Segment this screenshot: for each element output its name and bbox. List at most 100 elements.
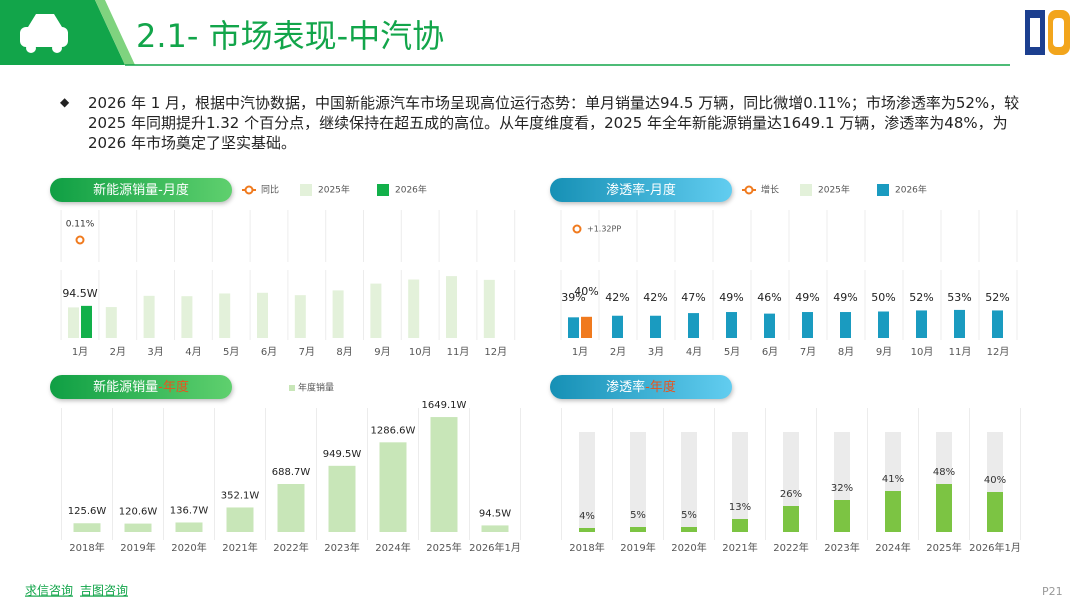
x-tick-label: 2021年 — [722, 541, 757, 554]
footer-link[interactable]: 吉图咨询 — [80, 583, 128, 598]
value-label: 40% — [574, 285, 598, 298]
bar — [732, 519, 748, 532]
value-label: 0.11% — [66, 220, 95, 230]
bar — [277, 483, 305, 532]
x-tick-label: 7月 — [800, 346, 816, 358]
value-label: 48% — [933, 467, 955, 478]
value-label: 49% — [719, 291, 743, 304]
value-label: 94.5W — [62, 287, 97, 300]
bar — [226, 507, 254, 532]
bar — [726, 312, 737, 338]
bar — [612, 315, 623, 338]
value-label: 94.5W — [479, 508, 511, 519]
annotation: +1.32PP — [587, 225, 621, 234]
car-icon — [20, 14, 68, 53]
legend-label: 2026年 — [395, 184, 427, 196]
x-tick-label: 2月 — [110, 346, 126, 358]
bar — [630, 527, 646, 532]
x-tick-label: 9月 — [374, 346, 390, 358]
value-label: 53% — [947, 291, 971, 304]
bar — [294, 295, 306, 338]
summary: 2026 年 1 月，根据中汽协数据，中国新能源汽车市场呈现高位运行态势：单月销… — [88, 94, 1020, 152]
value-label: 50% — [871, 291, 895, 304]
x-tick-label: 2026年1月 — [469, 541, 521, 554]
x-tick-label: 2021年 — [222, 541, 257, 554]
panel-title-text: 渗透率-月度 — [606, 182, 676, 198]
bar — [73, 523, 101, 532]
value-label: 13% — [729, 502, 751, 513]
value-label: 47% — [681, 291, 705, 304]
bar — [124, 523, 152, 532]
panel-title-text: 渗透率 — [606, 379, 645, 395]
x-tick-label: 1月 — [72, 346, 88, 358]
bar — [783, 506, 799, 532]
x-tick-label: 1月 — [572, 346, 588, 358]
x-tick-label: 4月 — [185, 346, 201, 358]
value-label: 949.5W — [323, 449, 362, 460]
x-tick-label: 2022年 — [273, 541, 308, 554]
x-tick-label: 2023年 — [824, 541, 859, 554]
bar — [446, 276, 457, 338]
bar — [483, 279, 495, 338]
value-label: 39% — [561, 291, 585, 304]
legend-label: 2025年 — [818, 184, 850, 196]
bar — [834, 500, 850, 532]
panel-title: 渗透率-月度 — [606, 182, 676, 198]
bar — [181, 296, 193, 338]
legend-swatch — [300, 184, 312, 196]
bar — [681, 527, 697, 532]
value-label: 125.6W — [68, 506, 107, 517]
bar — [219, 293, 231, 338]
bar — [992, 310, 1003, 338]
x-tick-label: 6月 — [762, 346, 778, 358]
panel-title-bg — [50, 178, 232, 202]
x-tick-label: 2020年 — [171, 541, 206, 554]
bar — [81, 305, 92, 338]
bar — [430, 417, 458, 532]
value-label: 46% — [757, 291, 781, 304]
value-label: 5% — [630, 510, 646, 521]
bar — [370, 283, 382, 338]
bar-background — [681, 432, 697, 532]
bar — [68, 307, 79, 338]
bar — [885, 491, 901, 532]
x-tick-label: 2020年 — [671, 541, 706, 554]
legend-swatch — [877, 184, 889, 196]
x-tick-label: 10月 — [409, 346, 432, 358]
x-tick-label: 6月 — [261, 346, 277, 358]
bar — [878, 311, 889, 338]
x-tick-label: 8月 — [336, 346, 352, 358]
value-label: 136.7W — [170, 505, 209, 516]
bar — [987, 492, 1003, 532]
bar — [954, 309, 965, 338]
legend-swatch — [289, 385, 295, 391]
bar — [581, 316, 592, 338]
x-tick-label: 12月 — [484, 346, 507, 358]
legend-marker — [744, 185, 754, 195]
bar — [481, 525, 509, 532]
x-tick-label: 2022年 — [773, 541, 808, 554]
value-label: 42% — [605, 291, 629, 304]
x-tick-label: 5月 — [724, 346, 740, 358]
legend-marker — [244, 185, 254, 195]
header-stripe — [95, 0, 135, 65]
legend-label: 年度销量 — [298, 382, 334, 394]
value-label: 120.6W — [119, 507, 158, 518]
value-label: 42% — [643, 291, 667, 304]
x-tick-label: 2019年 — [120, 541, 155, 554]
value-label: 4% — [579, 511, 595, 522]
legend-label: 增长 — [761, 184, 779, 196]
bar — [568, 317, 579, 338]
panel-title: 渗透率-年度 — [606, 379, 676, 395]
legend-label: 2026年 — [895, 184, 927, 196]
legend-swatch — [377, 184, 389, 196]
bar — [143, 295, 155, 338]
value-label: 49% — [795, 291, 819, 304]
footer-link[interactable]: 求信咨询 — [25, 583, 73, 598]
x-tick-label: 2018年 — [69, 541, 104, 554]
slide-title: 2.1- 市场表现-中汽协 — [136, 17, 444, 55]
legend-label: 同比 — [261, 184, 279, 196]
panel-title-bg — [50, 375, 232, 399]
